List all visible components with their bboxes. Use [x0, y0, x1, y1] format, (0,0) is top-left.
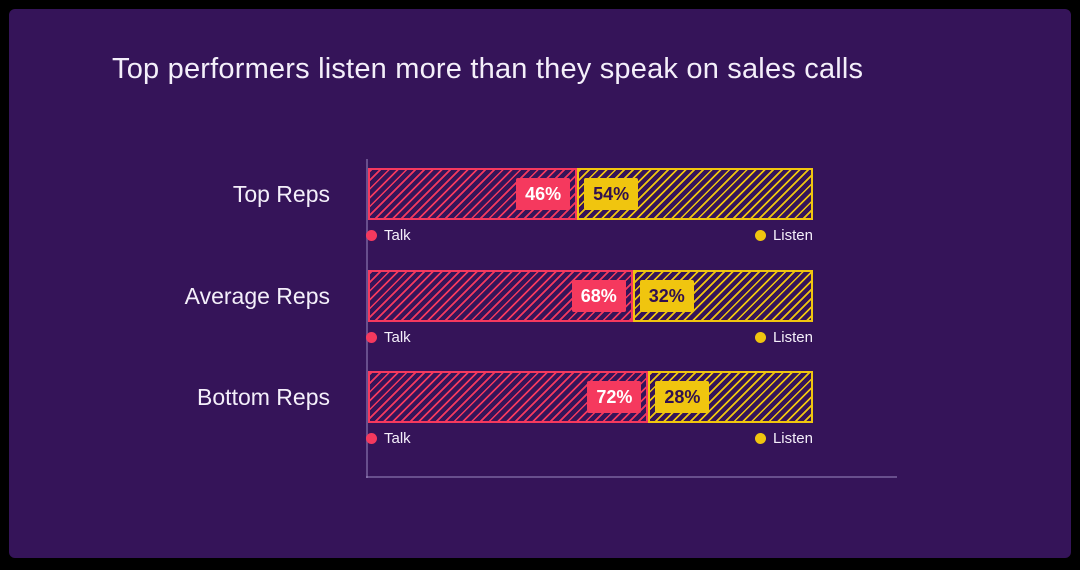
listen-dot-icon	[754, 332, 766, 343]
bar-row: Average Reps 68% 32% Talk Listen	[9, 270, 1071, 350]
talk-legend-item: Talk	[366, 329, 411, 346]
bar-legend: Talk Listen	[366, 329, 813, 346]
category-label: Average Reps	[184, 282, 330, 309]
stacked-bar-chart: Top Reps 46% 54% Talk Listen Average Rep…	[9, 9, 1071, 558]
listen-value-label: 54%	[584, 178, 639, 210]
talk-value-label: 72%	[587, 381, 642, 413]
listen-legend-label: Listen	[772, 329, 813, 346]
listen-dot-icon	[754, 433, 766, 444]
listen-value-label: 32%	[639, 280, 694, 312]
stacked-bar: 72% 28%	[368, 371, 813, 423]
bar-legend: Talk Listen	[366, 227, 813, 244]
talk-dot-icon	[366, 230, 377, 241]
talk-legend-item: Talk	[366, 430, 411, 447]
talk-legend-label: Talk	[384, 430, 411, 447]
listen-legend-label: Listen	[772, 227, 813, 244]
chart-title: Top performers listen more than they spe…	[112, 53, 864, 85]
listen-segment: 28%	[648, 371, 813, 423]
talk-dot-icon	[366, 332, 377, 343]
bar-row: Top Reps 46% 54% Talk Listen	[9, 168, 1071, 248]
talk-segment: 72%	[368, 371, 649, 423]
talk-value-label: 46%	[516, 178, 571, 210]
category-label: Bottom Reps	[197, 383, 330, 410]
talk-dot-icon	[366, 433, 377, 444]
listen-legend-item: Listen	[754, 329, 813, 346]
y-axis-line	[366, 159, 368, 478]
talk-legend-label: Talk	[384, 227, 411, 244]
talk-legend-item: Talk	[366, 227, 411, 244]
slide-canvas: Top performers listen more than they spe…	[9, 9, 1071, 558]
stacked-bar: 46% 54%	[368, 168, 813, 220]
listen-legend-item: Listen	[754, 430, 813, 447]
talk-legend-label: Talk	[384, 329, 411, 346]
listen-legend-label: Listen	[772, 430, 813, 447]
listen-dot-icon	[754, 230, 766, 241]
talk-segment: 46%	[368, 168, 578, 220]
bar-legend: Talk Listen	[366, 430, 813, 447]
bar-row: Bottom Reps 72% 28% Talk Listen	[9, 371, 1071, 451]
listen-legend-item: Listen	[754, 227, 813, 244]
talk-segment: 68%	[368, 270, 633, 322]
talk-value-label: 68%	[571, 280, 626, 312]
listen-value-label: 28%	[655, 381, 710, 413]
listen-segment: 32%	[632, 270, 813, 322]
stacked-bar: 68% 32%	[368, 270, 813, 322]
category-label: Top Reps	[232, 180, 330, 207]
listen-segment: 54%	[577, 168, 813, 220]
x-axis-line	[366, 476, 897, 478]
